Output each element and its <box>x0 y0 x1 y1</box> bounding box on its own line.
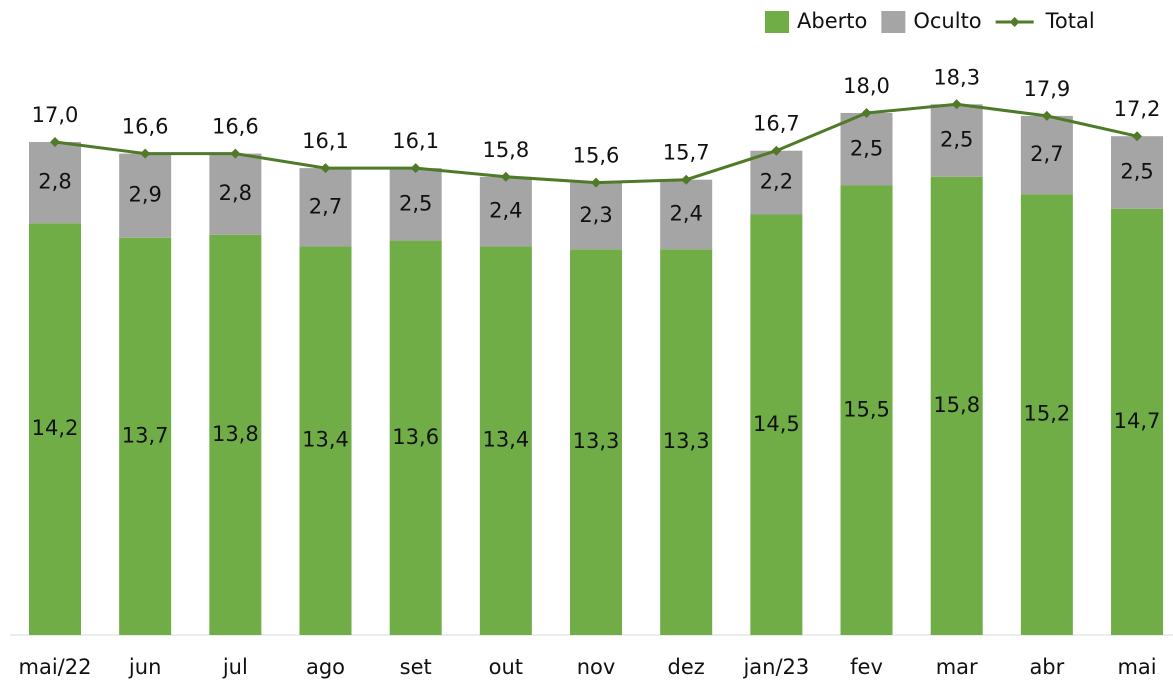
data-label: 13,8 <box>212 422 259 446</box>
bar-segment <box>1111 208 1164 635</box>
line-marker <box>50 137 60 147</box>
bar-segment <box>840 113 893 186</box>
line-marker <box>410 163 421 174</box>
data-label: 13,3 <box>663 429 710 453</box>
line-marker <box>230 148 241 159</box>
bar-segment <box>29 223 81 635</box>
bar-segment <box>209 234 262 636</box>
data-label: 15,5 <box>843 397 890 421</box>
x-tick-label: abr <box>1029 655 1064 679</box>
data-label: 13,4 <box>302 428 349 452</box>
data-label: 2,5 <box>940 128 973 152</box>
data-label: 16,6 <box>122 115 169 139</box>
bar-segment <box>299 246 352 635</box>
data-label: 2,4 <box>669 202 702 226</box>
line-marker <box>771 145 782 156</box>
x-tick-label: jul <box>222 655 248 679</box>
legend-swatch <box>881 11 906 33</box>
data-label: 15,8 <box>482 138 529 162</box>
data-label: 15,8 <box>933 393 980 417</box>
data-label: 2,5 <box>399 191 432 215</box>
x-tick-label: jun <box>128 655 161 679</box>
line-marker <box>140 148 151 159</box>
legend-label: Aberto <box>797 9 867 33</box>
data-label: 2,7 <box>1030 142 1063 166</box>
data-label: 14,5 <box>753 412 800 436</box>
bar-segment <box>840 185 893 635</box>
data-label: 2,9 <box>128 183 161 207</box>
line-marker <box>861 108 872 118</box>
data-label: 16,6 <box>212 115 259 139</box>
data-label: 17,2 <box>1114 97 1161 121</box>
data-label: 18,0 <box>843 74 890 98</box>
x-tick-label: out <box>489 655 523 679</box>
x-tick-label: mai <box>1117 655 1156 679</box>
data-label: 17,0 <box>32 103 79 127</box>
bar-segment <box>299 168 352 247</box>
bar-segment <box>1020 115 1073 195</box>
bar-segment <box>750 214 803 635</box>
data-label: 2,8 <box>219 181 252 205</box>
line-marker <box>500 171 511 182</box>
bar-segment <box>479 246 532 635</box>
data-label: 13,7 <box>122 423 169 447</box>
bar-segment <box>930 104 983 177</box>
data-label: 15,6 <box>573 144 620 168</box>
line-marker <box>1132 131 1143 142</box>
data-label: 2,5 <box>1120 159 1153 183</box>
data-label: 2,2 <box>760 170 793 194</box>
data-label: 2,3 <box>579 203 612 227</box>
line-marker <box>951 99 962 110</box>
data-label: 15,2 <box>1023 402 1070 426</box>
bar-segment <box>119 153 172 238</box>
bar-segment <box>1020 194 1073 635</box>
bar-segment <box>750 150 803 215</box>
bar-segment <box>119 237 172 635</box>
data-label: 15,7 <box>663 141 710 165</box>
bar-segment <box>570 182 623 250</box>
bar-segment <box>389 168 442 241</box>
data-label: 16,1 <box>302 129 349 153</box>
bar-segment <box>660 179 713 250</box>
bar-segment <box>570 249 623 636</box>
line-marker <box>1041 110 1052 121</box>
line-marker <box>681 174 692 185</box>
data-label: 13,4 <box>482 428 529 452</box>
data-label: 13,3 <box>573 429 620 453</box>
legend-swatch <box>765 11 789 33</box>
data-label: 2,5 <box>850 136 883 160</box>
bar-segment <box>1111 136 1164 209</box>
x-tick-label: ago <box>306 655 345 679</box>
data-label: 2,7 <box>309 194 342 218</box>
data-label: 2,4 <box>489 199 522 223</box>
x-tick-label: set <box>400 655 432 679</box>
data-label: 14,7 <box>1114 409 1161 433</box>
legend-marker <box>1009 17 1020 27</box>
data-label: 14,2 <box>32 416 79 440</box>
bar-segment <box>660 249 713 636</box>
line-marker <box>591 177 602 188</box>
x-tick-label: mar <box>936 655 978 679</box>
data-label: 18,3 <box>933 65 980 89</box>
data-label: 2,8 <box>38 170 71 194</box>
legend-label: Oculto <box>913 9 981 33</box>
x-tick-label: nov <box>577 655 616 679</box>
bar-segment <box>479 176 532 247</box>
x-tick-label: dez <box>668 655 705 679</box>
data-label: 13,6 <box>392 425 439 449</box>
bar-segment <box>930 176 983 636</box>
x-tick-label: mai/22 <box>19 655 92 679</box>
bar-segment <box>389 240 442 635</box>
legend-label: Total <box>1045 9 1095 33</box>
data-label: 16,7 <box>753 112 800 136</box>
bar-segment <box>29 142 81 224</box>
data-label: 17,9 <box>1023 77 1070 101</box>
x-tick-label: fev <box>850 655 883 679</box>
line-marker <box>320 163 331 174</box>
x-tick-label: jan/23 <box>742 655 809 679</box>
data-label: 16,1 <box>392 129 439 153</box>
bar-segment <box>209 153 262 235</box>
